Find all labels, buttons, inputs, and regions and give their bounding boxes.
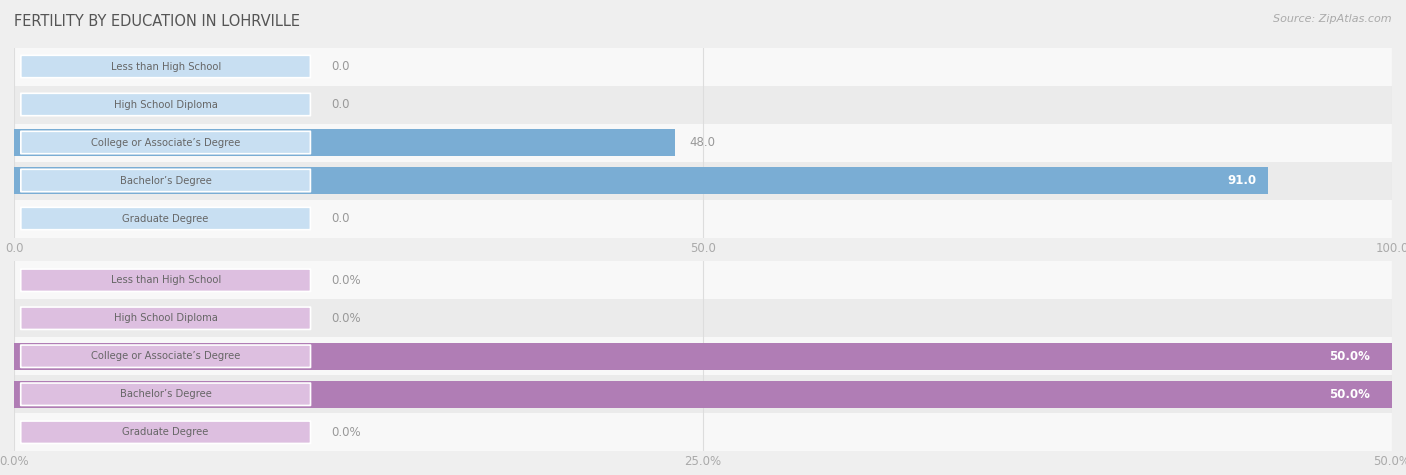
Text: Graduate Degree: Graduate Degree <box>122 213 209 224</box>
Text: College or Associate’s Degree: College or Associate’s Degree <box>91 351 240 361</box>
FancyBboxPatch shape <box>21 383 311 406</box>
FancyBboxPatch shape <box>21 169 311 192</box>
Text: 0.0: 0.0 <box>330 212 350 225</box>
Bar <box>14 261 1392 299</box>
Text: FERTILITY BY EDUCATION IN LOHRVILLE: FERTILITY BY EDUCATION IN LOHRVILLE <box>14 14 299 29</box>
FancyBboxPatch shape <box>21 131 311 154</box>
Text: High School Diploma: High School Diploma <box>114 99 218 110</box>
Text: 0.0%: 0.0% <box>330 312 360 325</box>
FancyBboxPatch shape <box>21 93 311 116</box>
Text: 0.0: 0.0 <box>330 98 350 111</box>
Text: 50.0%: 50.0% <box>1329 350 1369 363</box>
Text: 0.0: 0.0 <box>330 60 350 73</box>
Bar <box>14 124 1392 162</box>
Bar <box>14 48 1392 86</box>
Bar <box>14 129 675 156</box>
FancyBboxPatch shape <box>21 307 311 330</box>
Bar <box>14 413 1392 451</box>
FancyBboxPatch shape <box>21 207 311 230</box>
Bar <box>14 343 1392 370</box>
FancyBboxPatch shape <box>21 345 311 368</box>
Text: Bachelor’s Degree: Bachelor’s Degree <box>120 175 211 186</box>
Text: Graduate Degree: Graduate Degree <box>122 427 209 437</box>
FancyBboxPatch shape <box>21 55 311 78</box>
Bar <box>14 86 1392 124</box>
Text: Bachelor’s Degree: Bachelor’s Degree <box>120 389 211 399</box>
Text: Less than High School: Less than High School <box>111 61 221 72</box>
FancyBboxPatch shape <box>21 421 311 444</box>
Text: Source: ZipAtlas.com: Source: ZipAtlas.com <box>1274 14 1392 24</box>
Text: 91.0: 91.0 <box>1227 174 1257 187</box>
Bar <box>14 381 1392 408</box>
Text: 0.0%: 0.0% <box>330 426 360 439</box>
Bar <box>14 162 1392 199</box>
Text: High School Diploma: High School Diploma <box>114 313 218 323</box>
Text: College or Associate’s Degree: College or Associate’s Degree <box>91 137 240 148</box>
Bar <box>14 337 1392 375</box>
Bar <box>14 167 1268 194</box>
FancyBboxPatch shape <box>21 269 311 292</box>
Text: 50.0%: 50.0% <box>1329 388 1369 401</box>
Text: 48.0: 48.0 <box>689 136 716 149</box>
Bar <box>14 375 1392 413</box>
Text: Less than High School: Less than High School <box>111 275 221 285</box>
Text: 0.0%: 0.0% <box>330 274 360 287</box>
Bar <box>14 200 1392 238</box>
Bar <box>14 299 1392 337</box>
